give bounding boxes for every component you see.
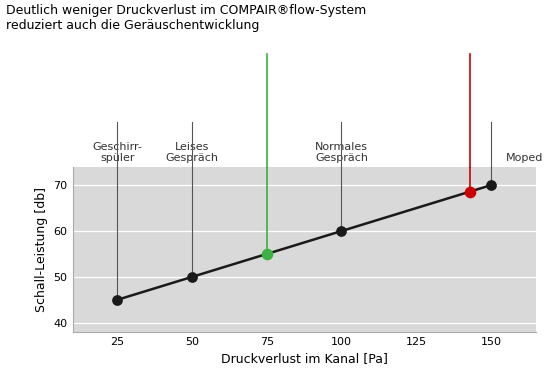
Text: Geschirr-
spüler: Geschirr- spüler [93,141,142,163]
Point [262,251,271,257]
Text: Leises
Gespräch: Leises Gespräch [166,141,219,163]
Point [487,182,496,188]
Text: Normales
Gespräch: Normales Gespräch [315,141,368,163]
Point [337,228,346,234]
Y-axis label: Schall-Leistung [db]: Schall-Leistung [db] [35,187,48,312]
X-axis label: Druckverlust im Kanal [Pa]: Druckverlust im Kanal [Pa] [220,352,388,365]
Text: Deutlich weniger Druckverlust im COMPAIR®flow-System
reduziert auch die Geräusch: Deutlich weniger Druckverlust im COMPAIR… [6,4,366,32]
Point [113,297,122,303]
Point [187,274,196,280]
Point [465,189,474,195]
Text: Moped: Moped [506,153,543,163]
